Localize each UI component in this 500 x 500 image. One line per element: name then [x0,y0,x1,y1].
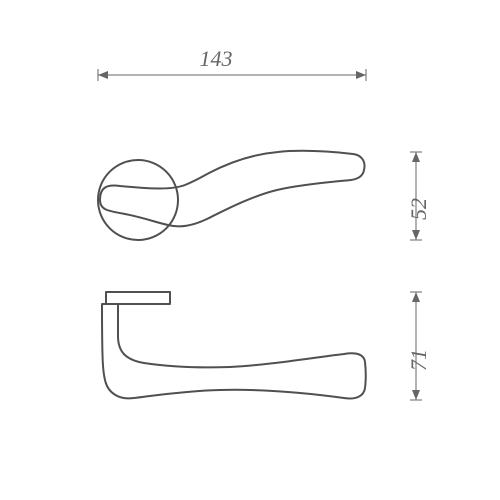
front-view [98,151,365,240]
rose-side-rect [106,292,170,304]
dim-height-side: 71 [406,292,431,400]
dim-height-front: 52 [406,152,431,240]
rose-circle [98,160,178,240]
dim-width: 143 [98,46,366,81]
dim-height-side-value: 71 [406,349,431,371]
dim-height-front-value: 52 [406,198,431,220]
side-view [102,292,366,399]
dim-width-value: 143 [200,46,233,71]
lever-front-outline [100,151,365,227]
lever-side-outline [102,304,366,399]
